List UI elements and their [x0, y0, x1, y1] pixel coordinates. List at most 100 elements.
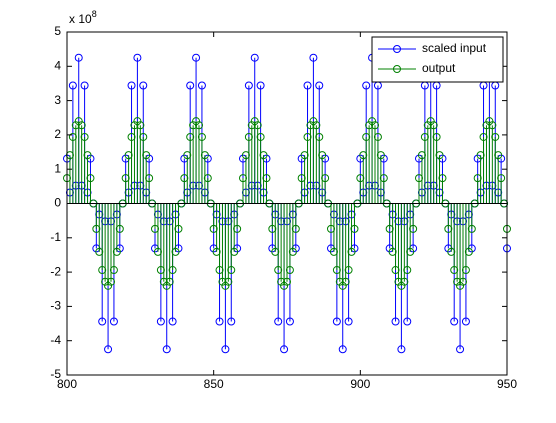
stem-marker: [247, 121, 256, 130]
stem-marker: [464, 247, 473, 256]
stem-marker: [124, 151, 133, 160]
stem-marker: [338, 345, 347, 354]
stem-marker: [450, 317, 459, 326]
stem-marker: [107, 277, 115, 286]
y-tick-label: 1: [54, 161, 61, 175]
stem-marker: [127, 81, 136, 90]
stem-marker: [335, 277, 344, 286]
y-tick-label: 0: [54, 196, 61, 210]
stem-marker: [321, 174, 330, 183]
stem-marker: [426, 117, 435, 126]
stem-marker: [332, 266, 341, 275]
stem-marker: [195, 121, 203, 130]
stem-marker: [203, 174, 212, 183]
stem-marker: [485, 117, 494, 126]
stem-marker: [262, 174, 271, 183]
stem-marker: [268, 224, 277, 233]
legend-marker: [393, 45, 401, 53]
stem-marker: [77, 121, 86, 130]
stem-marker: [95, 247, 104, 256]
stem-marker: [209, 224, 218, 233]
stem-marker: [241, 151, 250, 160]
stem-marker: [159, 277, 168, 286]
stem-marker: [133, 53, 142, 62]
stem-marker: [277, 277, 286, 286]
stem-marker: [350, 224, 359, 233]
stem-marker: [429, 121, 438, 130]
stem-marker: [200, 151, 209, 160]
y-multiplier-exponent: 8: [92, 9, 97, 19]
stem-marker: [435, 151, 444, 160]
stem-marker: [142, 151, 151, 160]
stem-marker: [420, 132, 429, 141]
stem-marker: [341, 277, 350, 286]
y-tick-label: 5: [54, 24, 61, 38]
stem-marker: [327, 224, 335, 233]
y-multiplier: x 108: [69, 9, 97, 26]
stem-marker: [379, 174, 388, 183]
stem-marker: [303, 132, 312, 141]
stem-marker: [250, 117, 259, 126]
stem-marker: [476, 151, 485, 160]
stem-marker: [491, 132, 500, 141]
stem-marker: [230, 247, 239, 256]
stem-marker: [218, 277, 227, 286]
stem-marker: [303, 81, 312, 90]
stem-marker: [315, 81, 324, 90]
stem-marker: [233, 224, 242, 233]
y-multiplier-base: x 10: [69, 12, 92, 26]
stem-marker: [306, 121, 315, 130]
stem-marker: [83, 151, 92, 160]
stem-marker: [403, 266, 412, 275]
stem-marker: [473, 174, 482, 183]
stem-marker: [136, 121, 145, 130]
stem-marker: [312, 121, 321, 130]
stem-marker: [197, 81, 206, 90]
stem-marker: [423, 121, 432, 130]
stem-marker: [244, 132, 253, 141]
stem-marker: [365, 121, 374, 130]
stem-marker: [497, 174, 506, 183]
stem-marker: [168, 317, 177, 326]
stem-marker: [121, 174, 130, 183]
y-tick-label: 4: [54, 58, 61, 72]
y-tick-label: -2: [50, 264, 61, 278]
stem-marker: [189, 121, 198, 130]
stem-marker: [180, 174, 189, 183]
y-tick-label: 2: [54, 127, 61, 141]
stem-marker: [186, 81, 195, 90]
stem-marker: [212, 247, 221, 256]
stem-marker: [130, 121, 139, 130]
stem-marker: [156, 317, 165, 326]
stem-marker: [479, 132, 488, 141]
stem-marker: [347, 247, 356, 256]
stem-marker: [450, 266, 459, 275]
stem-marker: [162, 345, 171, 354]
stem-marker: [432, 132, 441, 141]
stem-marker: [92, 224, 101, 233]
stem-marker: [98, 317, 107, 326]
stem-marker: [101, 277, 110, 286]
y-tick-label: -3: [50, 299, 61, 313]
stem-marker: [447, 247, 456, 256]
stem-marker: [344, 266, 353, 275]
stem-marker: [165, 277, 174, 286]
y-tick-label: 3: [54, 93, 61, 107]
stem-marker: [271, 247, 280, 256]
stem-marker: [394, 277, 403, 286]
stem-marker: [456, 345, 465, 354]
stem-marker: [274, 266, 283, 275]
stem-marker: [385, 224, 394, 233]
stem-marker: [156, 266, 165, 275]
stem-marker: [98, 266, 107, 275]
legend-box: [371, 36, 504, 83]
stem-marker: [168, 266, 177, 275]
stem-marker: [86, 174, 95, 183]
stem-marker: [388, 247, 397, 256]
stem-marker: [250, 53, 259, 62]
stem-marker: [221, 345, 230, 354]
stem-marker: [151, 224, 159, 233]
stem-marker: [183, 151, 192, 160]
stem-marker: [459, 277, 467, 286]
